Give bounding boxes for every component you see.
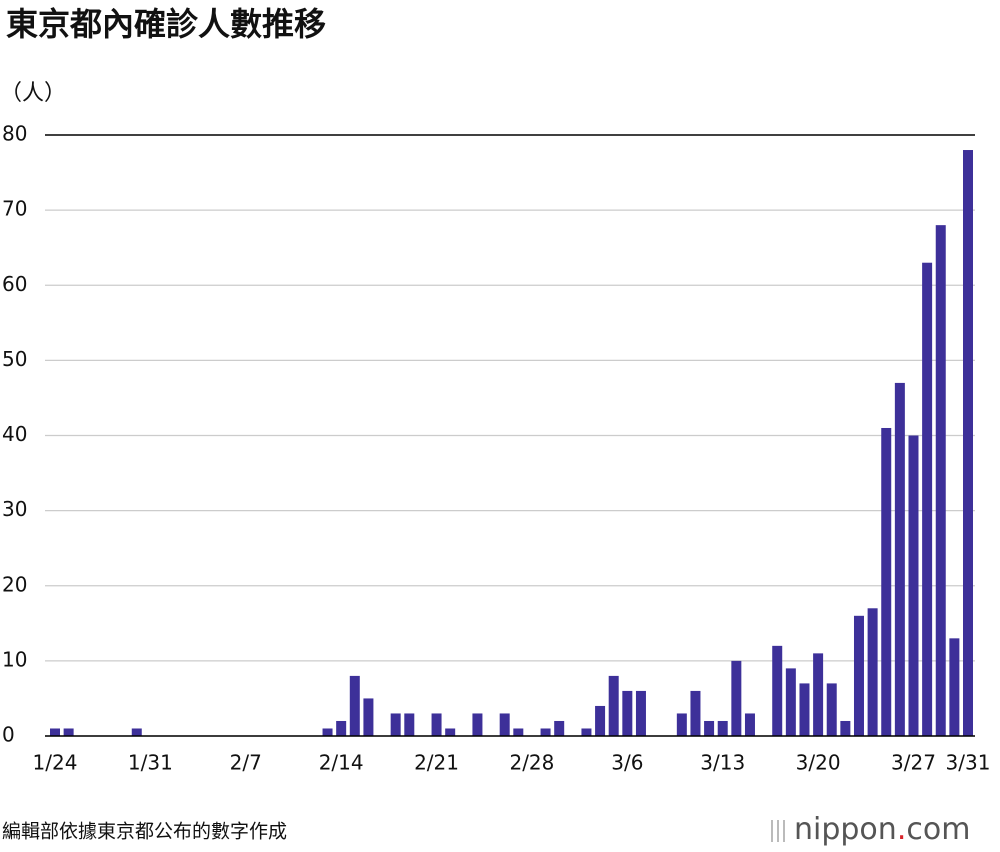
- bar: [867, 608, 878, 736]
- bar: [581, 728, 592, 736]
- logo-part: com: [906, 812, 970, 847]
- logo-bar: [783, 820, 785, 842]
- bar: [608, 675, 619, 736]
- y-tick-label: 10: [2, 647, 27, 671]
- bar: [336, 720, 347, 736]
- bar: [772, 645, 783, 736]
- x-tick-label: 2/7: [230, 751, 262, 775]
- y-tick-label: 20: [2, 572, 27, 596]
- bar: [840, 720, 851, 736]
- chart-title: 東京都內確診人數推移: [6, 5, 326, 43]
- y-tick-label: 60: [2, 272, 27, 296]
- bar: [322, 728, 333, 736]
- x-tick-label: 3/20: [796, 751, 841, 775]
- bar: [690, 690, 701, 736]
- x-tick-label: 2/28: [509, 751, 554, 775]
- bar: [472, 713, 483, 736]
- y-tick-label: 0: [2, 723, 15, 747]
- bar: [704, 720, 715, 736]
- logo-bar: [771, 820, 773, 842]
- bar: [894, 382, 905, 736]
- bar: [431, 713, 442, 736]
- bar: [731, 660, 742, 736]
- bar: [131, 728, 142, 736]
- bar: [499, 713, 510, 736]
- x-tick-label: 3/27: [891, 751, 936, 775]
- x-tick-label: 1/31: [128, 751, 173, 775]
- bar: [404, 713, 415, 736]
- bar: [853, 615, 864, 736]
- y-tick-label: 30: [2, 497, 27, 521]
- y-tick-label: 40: [2, 422, 27, 446]
- bar: [349, 675, 360, 736]
- y-axis-label: （人）: [0, 81, 66, 106]
- bar: [513, 728, 524, 736]
- x-tick-label: 2/14: [319, 751, 364, 775]
- bar: [717, 720, 728, 736]
- x-tick-label: 1/24: [33, 751, 78, 775]
- bar: [785, 668, 796, 736]
- bar: [50, 728, 60, 736]
- bar: [676, 713, 687, 736]
- y-tick-label: 50: [2, 347, 27, 371]
- bar: [922, 262, 933, 736]
- bar: [813, 653, 824, 736]
- x-tick-label: 2/21: [414, 751, 459, 775]
- bar: [540, 728, 551, 736]
- bar: [363, 698, 374, 736]
- logo-text: nippon.com: [794, 812, 970, 847]
- bar: [595, 705, 606, 736]
- bar: [744, 713, 755, 736]
- y-tick-label: 70: [2, 197, 27, 221]
- bar: [554, 720, 565, 736]
- bar: [881, 427, 892, 736]
- bar: [445, 728, 456, 736]
- bar: [799, 683, 810, 736]
- bar: [826, 683, 837, 736]
- bar: [63, 728, 74, 736]
- bar: [908, 435, 919, 736]
- y-tick-label: 80: [2, 122, 27, 146]
- source-note: 編輯部依據東京都公布的數字作成: [2, 821, 287, 843]
- bar: [390, 713, 401, 736]
- logo-part: nippon: [794, 812, 897, 847]
- bar: [635, 690, 646, 736]
- bar: [622, 690, 633, 736]
- bar: [949, 638, 960, 736]
- x-tick-label: 3/6: [611, 751, 643, 775]
- logo-dot: .: [897, 812, 907, 847]
- logo: nippon.com: [771, 812, 970, 847]
- bar: [963, 150, 973, 736]
- bar: [935, 225, 946, 736]
- x-tick-label: 3/13: [700, 751, 745, 775]
- logo-bar: [777, 820, 779, 842]
- x-tick-label: 3/31: [946, 751, 991, 775]
